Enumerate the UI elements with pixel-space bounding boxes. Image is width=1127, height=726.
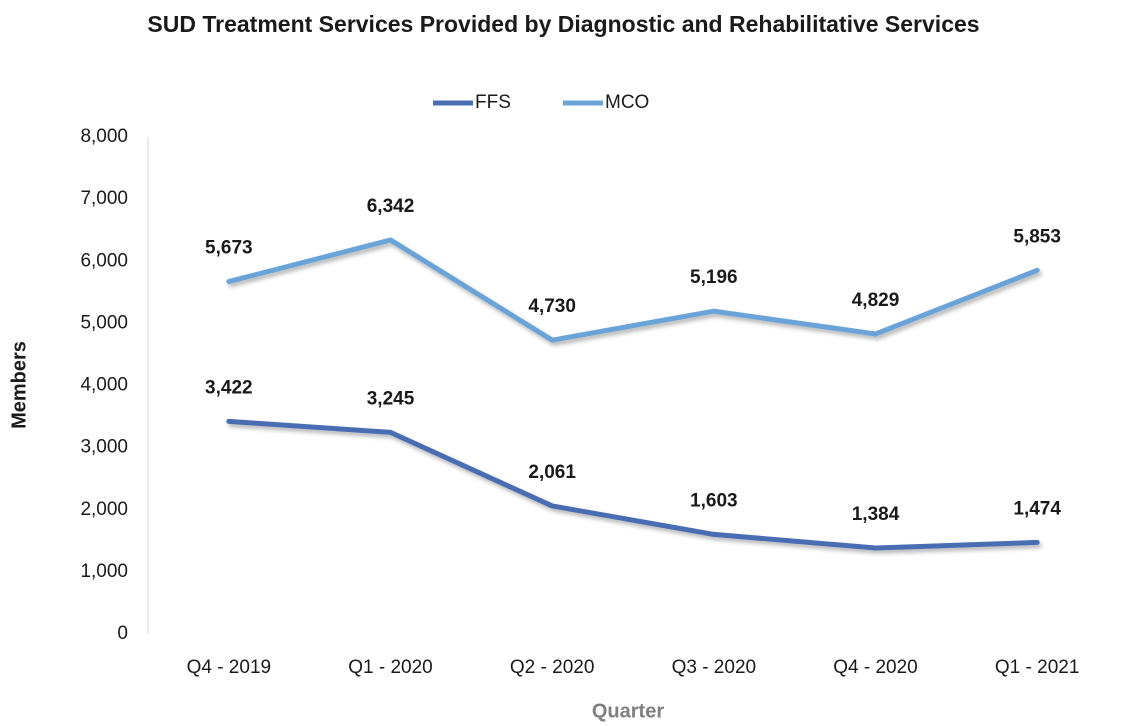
data-label: 5,853: [1013, 226, 1061, 247]
data-label: 1,474: [1013, 498, 1061, 519]
data-label: 6,342: [367, 196, 415, 217]
y-tick-label: 7,000: [80, 188, 128, 209]
x-tick-label: Q2 - 2020: [510, 657, 595, 678]
data-label: 4,829: [852, 290, 900, 311]
data-label: 3,422: [205, 377, 253, 398]
x-tick-label: Q1 - 2021: [995, 657, 1080, 678]
y-tick-label: 8,000: [80, 126, 128, 147]
data-label: 4,730: [528, 296, 576, 317]
x-tick-label: Q1 - 2020: [348, 657, 433, 678]
data-label: 1,603: [690, 490, 738, 511]
line: [226, 237, 1040, 343]
x-axis-label: Quarter: [592, 700, 664, 722]
y-tick-label: 3,000: [80, 437, 128, 458]
data-label: 5,196: [690, 267, 738, 288]
y-tick-label: 0: [117, 623, 128, 644]
line: [226, 418, 1040, 551]
data-label: 1,384: [852, 504, 900, 525]
legend-label: MCO: [605, 92, 649, 113]
y-tick-label: 1,000: [80, 561, 128, 582]
y-tick-label: 5,000: [80, 312, 128, 333]
data-label: 2,061: [528, 462, 576, 483]
y-axis-label: Members: [8, 341, 30, 429]
data-label: 5,673: [205, 238, 253, 259]
chart-title: SUD Treatment Services Provided by Diagn…: [147, 11, 980, 37]
y-tick-label: 4,000: [80, 375, 128, 396]
legend-label: FFS: [475, 92, 511, 113]
data-label: 3,245: [367, 388, 415, 409]
y-tick-label: 2,000: [80, 499, 128, 520]
y-tick-label: 6,000: [80, 250, 128, 271]
x-tick-label: Q4 - 2020: [833, 657, 918, 678]
x-tick-label: Q4 - 2019: [187, 657, 272, 678]
chart-title-box: SUD Treatment Services Provided by Diagn…: [0, 8, 1127, 40]
x-tick-label: Q3 - 2020: [672, 657, 757, 678]
